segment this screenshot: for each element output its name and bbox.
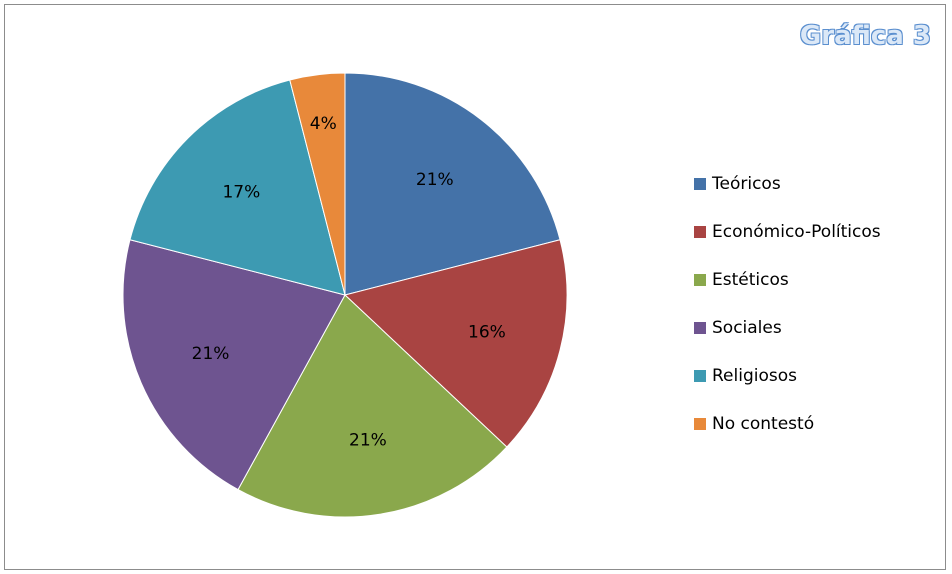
legend-swatch <box>694 178 706 190</box>
legend-swatch <box>694 418 706 430</box>
data-label-economico-politicos: 16% <box>468 322 506 342</box>
legend-label: Sociales <box>712 318 782 338</box>
data-label-sociales: 21% <box>192 344 230 364</box>
legend-label: Económico-Políticos <box>712 222 881 242</box>
legend-label: Religiosos <box>712 366 797 386</box>
chart-title: Gráfica 3 <box>799 21 931 51</box>
data-label-teoricos: 21% <box>416 170 454 190</box>
data-label-no-contesto: 4% <box>310 114 337 134</box>
legend-label: Estéticos <box>712 270 789 290</box>
pie-slice-esteticos <box>237 294 508 518</box>
legend-swatch <box>694 370 706 382</box>
legend-item-economico-politicos: Económico-Políticos <box>694 208 881 256</box>
pie-slice-sociales <box>122 239 346 491</box>
legend-swatch <box>694 322 706 334</box>
pie-slice-no-contesto <box>289 72 346 296</box>
pie-slice-economico-politicos <box>343 239 568 448</box>
legend-label: Teóricos <box>712 174 781 194</box>
legend-item-religiosos: Religiosos <box>694 352 881 400</box>
legend-swatch <box>694 274 706 286</box>
pie-slice-religiosos <box>129 79 346 296</box>
legend-swatch <box>694 226 706 238</box>
data-label-religiosos: 17% <box>222 182 260 202</box>
legend-item-sociales: Sociales <box>694 304 881 352</box>
data-label-esteticos: 21% <box>349 431 387 451</box>
legend-item-no-contesto: No contestó <box>694 400 881 448</box>
legend-label: No contestó <box>712 414 815 434</box>
legend-item-esteticos: Estéticos <box>694 256 881 304</box>
pie-slice-teoricos <box>344 72 561 296</box>
legend-item-teoricos: Teóricos <box>694 160 881 208</box>
chart-legend: Teóricos Económico-Políticos Estéticos Soci… <box>694 160 881 448</box>
